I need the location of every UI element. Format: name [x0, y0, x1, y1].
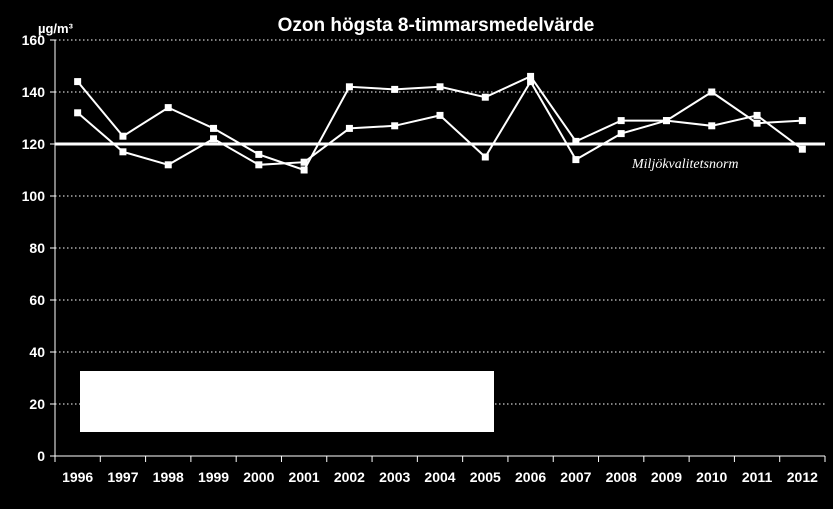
- data-point: [300, 166, 308, 174]
- x-tick-label: 2009: [651, 469, 682, 485]
- y-tick-label: 40: [29, 344, 45, 360]
- data-point: [164, 161, 172, 169]
- data-point: [164, 104, 172, 112]
- x-tick-label: 2001: [289, 469, 320, 485]
- data-point: [708, 88, 716, 96]
- data-point: [708, 122, 716, 130]
- x-tick-label: 2003: [379, 469, 410, 485]
- series-line: [76, 79, 803, 166]
- x-tick-label: 2010: [696, 469, 727, 485]
- y-tick-label: 0: [37, 448, 45, 464]
- legend-box: [80, 371, 494, 432]
- x-tick-label: 2000: [243, 469, 274, 485]
- x-tick-label: 2008: [606, 469, 637, 485]
- data-point: [119, 132, 127, 140]
- x-tick-label: 1996: [62, 469, 93, 485]
- x-tick-label: 1998: [153, 469, 184, 485]
- data-point: [481, 93, 489, 101]
- data-point: [74, 109, 82, 117]
- y-axis-ticks: 0 20 40 60 80 100 120 140 160: [22, 32, 55, 464]
- data-point: [255, 150, 263, 158]
- y-tick-label: 20: [29, 396, 45, 412]
- data-point: [300, 158, 308, 166]
- data-point: [798, 117, 806, 125]
- data-point: [753, 111, 761, 119]
- x-tick-label: 2004: [424, 469, 455, 485]
- x-tick-label: 2006: [515, 469, 546, 485]
- x-tick-label: 2011: [742, 469, 773, 485]
- y-tick-label: 60: [29, 292, 45, 308]
- data-point: [345, 83, 353, 91]
- data-point: [572, 156, 580, 164]
- y-axis-unit-label: µg/m³: [38, 21, 74, 36]
- data-point: [527, 72, 535, 80]
- data-point: [481, 153, 489, 161]
- data-point: [255, 161, 263, 169]
- x-tick-label: 1999: [198, 469, 229, 485]
- data-point: [345, 124, 353, 132]
- y-tick-label: 140: [22, 84, 46, 100]
- data-point: [210, 124, 218, 132]
- x-axis-ticks: 1996 1997 1998 1999 2000 2001 2002 2003 2004 2005…: [54, 456, 826, 485]
- data-point: [617, 117, 625, 125]
- data-point: [527, 78, 535, 86]
- axes: [54, 40, 825, 457]
- data-point: [436, 111, 444, 119]
- data-point: [119, 148, 127, 156]
- reference-line-group: Miljökvalitetsnorm: [55, 142, 825, 172]
- data-point: [662, 117, 670, 125]
- reference-line-label: Miljökvalitetsnorm: [631, 157, 739, 172]
- x-tick-label: 2007: [560, 469, 591, 485]
- y-tick-label: 80: [29, 240, 45, 256]
- x-tick-label: 2002: [334, 469, 365, 485]
- x-tick-label: 2005: [470, 469, 501, 485]
- data-point: [436, 83, 444, 91]
- data-point: [798, 145, 806, 153]
- data-point: [74, 78, 82, 86]
- data-point: [391, 85, 399, 93]
- x-tick-label: 2012: [787, 469, 818, 485]
- y-tick-label: 160: [22, 32, 46, 48]
- x-tick-label: 1997: [107, 469, 138, 485]
- data-point: [210, 135, 218, 143]
- y-tick-label: 100: [22, 188, 46, 204]
- y-tick-label: 120: [22, 136, 46, 152]
- chart-title: Ozon högsta 8-timmarsmedelvärde: [278, 15, 595, 36]
- data-point: [572, 137, 580, 145]
- series-group: [74, 72, 806, 174]
- data-point: [753, 119, 761, 127]
- data-point: [391, 122, 399, 130]
- data-point: [617, 130, 625, 138]
